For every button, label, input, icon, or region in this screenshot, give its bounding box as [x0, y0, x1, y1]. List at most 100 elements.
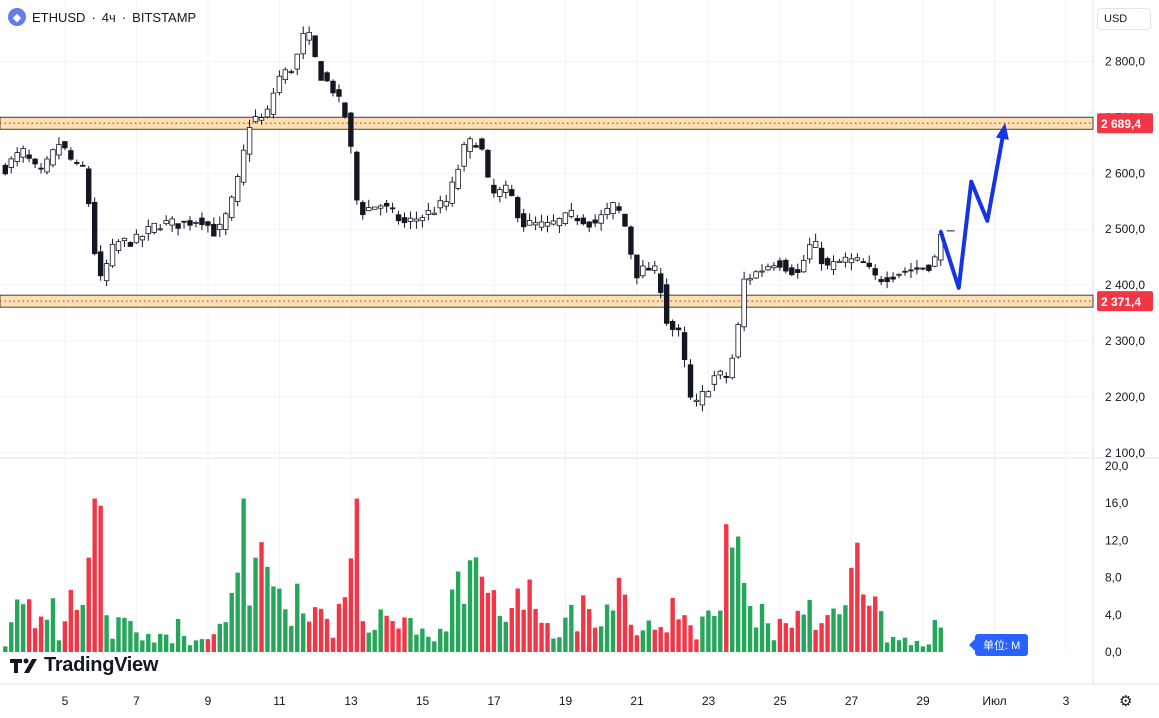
volume-bar	[598, 626, 604, 652]
level-zone[interactable]	[0, 116, 1094, 130]
candle-body	[884, 277, 890, 282]
volume-bar	[521, 609, 526, 652]
gear-icon[interactable]: ⚙	[1119, 693, 1133, 710]
volume-bar	[378, 609, 383, 652]
candle-body	[848, 258, 855, 264]
volume-bar	[163, 634, 169, 652]
volume-bar	[515, 588, 520, 652]
volume-bar	[878, 611, 884, 652]
candle-body	[759, 270, 765, 273]
volume-bar	[753, 627, 759, 652]
candle-body	[681, 332, 688, 361]
volume-bar	[497, 615, 503, 652]
volume-bar	[557, 637, 562, 652]
volume-bar	[110, 638, 115, 652]
volume-bar	[98, 505, 103, 652]
candle-body	[675, 327, 682, 331]
volume-bar	[890, 637, 896, 652]
candle-body	[598, 214, 604, 224]
candle-body	[544, 222, 551, 227]
volume-bar	[849, 567, 854, 652]
level-zone[interactable]	[0, 294, 1094, 308]
symbol-header[interactable]: ◆ ETHUSD · 4ч · BITSTAMP	[8, 8, 196, 26]
volume-bar	[217, 623, 222, 652]
forecast-arrow[interactable]	[938, 132, 1006, 290]
level-price-tag[interactable]	[1097, 291, 1153, 312]
volume-bar	[658, 627, 663, 652]
time-axis-label: 7	[133, 694, 140, 708]
candle-body	[377, 205, 384, 209]
candle-body	[86, 168, 92, 205]
volume-bar	[56, 640, 62, 652]
volume-bar	[461, 603, 467, 652]
volume-bar	[128, 621, 133, 652]
volume-bar	[855, 542, 860, 652]
candle-body	[592, 219, 598, 224]
volume-bar	[694, 639, 699, 652]
candle-body	[836, 260, 843, 263]
candle-body	[491, 184, 497, 194]
candle-body	[187, 220, 193, 226]
volume-bar	[646, 620, 651, 652]
time-axis-label: 3	[1063, 694, 1070, 708]
candle-body	[520, 213, 527, 228]
volume-bar	[604, 604, 610, 652]
volume-bar	[622, 594, 628, 652]
time-axis-label: 11	[273, 694, 286, 708]
volume-bar	[324, 618, 330, 652]
candle-body	[473, 145, 479, 148]
candle-body	[789, 267, 795, 276]
volume-bar	[408, 617, 413, 652]
candle-body	[38, 167, 44, 170]
candle-body	[294, 53, 300, 70]
volume-bar	[146, 633, 151, 652]
candle-body	[920, 267, 926, 270]
candle-body	[753, 271, 759, 279]
volume-bar	[301, 613, 306, 652]
candle-body	[830, 261, 837, 271]
candle-body	[97, 251, 104, 277]
candle-body	[175, 223, 181, 229]
candle-body	[8, 158, 14, 168]
currency-button[interactable]: USD	[1097, 8, 1151, 30]
volume-bar	[432, 641, 437, 652]
candle-body	[270, 92, 277, 115]
candle-body	[91, 201, 98, 255]
candle-body	[717, 370, 723, 376]
candle-body	[628, 226, 634, 255]
tradingview-logo[interactable]: TradingView	[10, 654, 158, 677]
level-price-tag[interactable]	[1097, 113, 1153, 134]
candle-body	[26, 154, 32, 159]
volume-bar	[747, 606, 753, 652]
candle-body	[68, 150, 74, 160]
candle-body	[163, 220, 169, 225]
candle-body	[610, 202, 616, 214]
volume-bar	[867, 605, 872, 652]
exchange-label: BITSTAMP	[132, 9, 197, 25]
candle-body	[711, 375, 718, 385]
candle-body	[300, 33, 306, 55]
volume-bar	[390, 620, 395, 652]
candle-body	[652, 265, 658, 271]
volume-bar	[175, 618, 181, 652]
candle-body	[234, 176, 241, 202]
candle-body	[312, 35, 318, 57]
volume-bar	[74, 609, 79, 652]
tradingview-logo-icon	[10, 658, 37, 673]
volume-bar	[938, 627, 943, 652]
volume-bar	[348, 558, 354, 652]
candle-body	[568, 209, 575, 217]
candle-body	[360, 202, 366, 216]
unit-badge[interactable]: 单位: M	[968, 634, 1029, 656]
volume-bar	[420, 628, 425, 652]
candle-body	[199, 217, 205, 226]
volume-bar	[283, 609, 288, 652]
volume-bar	[932, 619, 937, 652]
candle-body	[366, 207, 372, 212]
volume-bar	[688, 625, 693, 652]
time-axis-label: 17	[487, 694, 501, 708]
forecast-arrowhead	[995, 122, 1009, 140]
candle-body	[449, 181, 455, 204]
volume-bar	[735, 536, 741, 652]
